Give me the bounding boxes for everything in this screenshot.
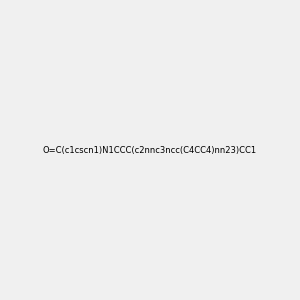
Text: O=C(c1cscn1)N1CCC(c2nnc3ncc(C4CC4)nn23)CC1: O=C(c1cscn1)N1CCC(c2nnc3ncc(C4CC4)nn23)C…: [43, 146, 257, 154]
